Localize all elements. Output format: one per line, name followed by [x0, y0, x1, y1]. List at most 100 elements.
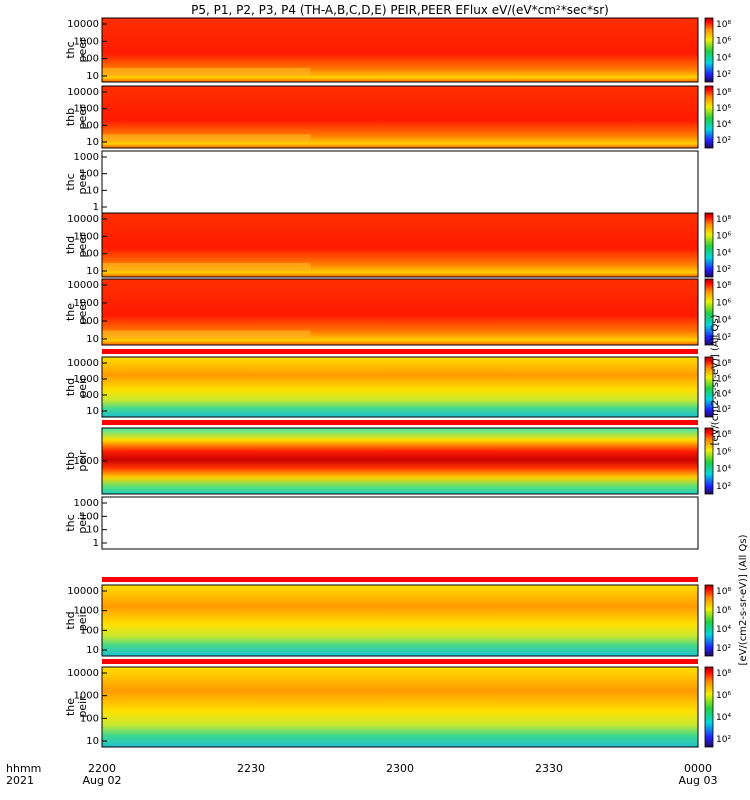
- colorbar-scale: [704, 85, 714, 149]
- y-tick-label: 10000: [67, 668, 99, 679]
- panel-frame: [101, 212, 699, 278]
- panel-frame: [101, 150, 699, 214]
- x-tick-date-aug03: Aug 03: [679, 774, 718, 787]
- colorbar: 10⁸ 10⁶ 10⁴ 10²: [704, 85, 731, 149]
- colorbar-tick-label: 10⁶: [716, 691, 731, 701]
- x-tick-date-aug02: Aug 02: [83, 774, 122, 787]
- panel-probe-label: thc: [64, 41, 77, 58]
- low-energy-band: [102, 67, 311, 76]
- panel-product-label: peir: [76, 450, 89, 472]
- panel-product-label: peer: [76, 169, 89, 195]
- colorbar-scale: [704, 356, 714, 418]
- panel-frame: [101, 278, 699, 346]
- colorbar-tick-label: 10²: [716, 70, 731, 80]
- colorbar-tick-label: 10⁶: [716, 232, 731, 242]
- y-tick-label: 1000: [74, 691, 99, 702]
- y-tick-label: 10: [86, 185, 99, 196]
- y-tick-label: 10: [86, 406, 99, 417]
- y-tick-label: 10: [86, 645, 99, 656]
- colorbar-scale: [704, 212, 714, 278]
- panel-10: the peir 10000 1000 100 10 10⁸ 10⁶ 10⁴ 10²: [64, 659, 731, 748]
- panel-product-label: peer: [76, 37, 89, 63]
- panel-4: thd peer 10000 1000 100 10 10⁸ 10⁶ 10⁴ 10²: [64, 212, 731, 278]
- y-tick-label: 10000: [67, 280, 99, 291]
- y-tick-label: 10: [86, 736, 99, 747]
- y-tick-label: 1: [93, 538, 99, 549]
- y-tick-label: 10: [86, 266, 99, 277]
- y-tick-label: 1000: [74, 498, 99, 509]
- colorbar-tick-label: 10²: [716, 136, 731, 146]
- colorbar-tick-label: 10⁴: [716, 713, 731, 723]
- colorbar-tick-label: 10⁴: [716, 465, 731, 475]
- y-tick-label: 10000: [67, 358, 99, 369]
- panel-frame: [101, 496, 699, 550]
- colorbar-tick-label: 10⁸: [716, 88, 731, 98]
- colorbar-tick-label: 10²: [716, 333, 731, 343]
- x-tick-label-2230: 2230: [237, 762, 265, 775]
- x-tick-label-2300: 2300: [386, 762, 414, 775]
- y-tick-label: 1000: [74, 606, 99, 617]
- panel-5: the peer 10000 1000 100 10 10⁸ 10⁶ 10⁴ 10²: [64, 278, 731, 346]
- colorbar-tick-label: 10⁴: [716, 390, 731, 400]
- colorbar-label-peir: [eV/(cm2-s-sr-eV)] (All Qs): [738, 534, 749, 665]
- y-tick-label: 10000: [67, 87, 99, 98]
- y-tick-label: 100: [80, 120, 99, 131]
- panel-product-label: peer: [76, 104, 89, 130]
- fill-value-strip: [102, 577, 698, 582]
- colorbar: 10⁸ 10⁶ 10⁴ 10²: [704, 666, 731, 748]
- colorbar-tick-label: 10⁸: [716, 20, 731, 30]
- panel-1: thc peer 10000 1000 100 10 10⁸ 10⁶ 10⁴ 10²: [64, 17, 731, 83]
- chart-title: P5, P1, P2, P3, P4 (TH-A,B,C,D,E) PEIR,P…: [191, 3, 609, 17]
- colorbar-scale: [704, 427, 714, 495]
- panel-probe-label: the: [64, 698, 77, 716]
- y-tick-label: 1000: [74, 231, 99, 242]
- spectrogram-fill: [102, 357, 698, 417]
- y-tick-label: 10000: [67, 19, 99, 30]
- y-tick-label: 1000: [74, 298, 99, 309]
- panel-probe-label: thc: [64, 173, 77, 190]
- colorbar-tick-label: 10⁴: [716, 248, 731, 258]
- y-tick-label: 100: [80, 54, 99, 65]
- colorbar-tick-label: 10⁸: [716, 587, 731, 597]
- spectrogram-fill: [102, 585, 698, 656]
- low-energy-band: [102, 330, 311, 339]
- panel-9: thd peir 10000 1000 100 10 10⁸ 10⁶ 10⁴ 10²: [64, 577, 731, 657]
- colorbar-tick-label: 10²: [716, 644, 731, 654]
- x-axis: hhmm 2021 2200 2230 2300 2330 0000 Aug 0…: [6, 762, 717, 787]
- colorbar-tick-label: 10⁸: [716, 359, 731, 369]
- y-tick-label: 100: [80, 169, 99, 180]
- x-axis-label-hhmm: hhmm: [6, 762, 41, 775]
- panel-2: thb peer 10000 1000 100 10 10⁸ 10⁶ 10⁴ 10²: [64, 85, 731, 149]
- panel-3: thc peer 1000 100 10 1: [64, 150, 699, 214]
- colorbar: 10⁸ 10⁶ 10⁴ 10²: [704, 356, 731, 418]
- panel-frame: [101, 17, 699, 83]
- colorbar-tick-label: 10²: [716, 265, 731, 275]
- colorbar-tick-label: 10²: [716, 735, 731, 745]
- x-tick-label-0000: 0000: [684, 762, 712, 775]
- panel-8: thc peir 1000 100 10 1: [64, 496, 699, 550]
- y-tick-label: 1000: [74, 104, 99, 115]
- colorbar-tick-label: 10⁸: [716, 281, 731, 291]
- panel-probe-label: thc: [64, 514, 77, 531]
- panel-frame: [101, 356, 699, 418]
- panel-probe-label: thb: [64, 108, 77, 126]
- x-axis-label-year: 2021: [6, 774, 34, 787]
- panel-probe-label: thb: [64, 452, 77, 470]
- panel-frame: [101, 666, 699, 748]
- colorbar: 10⁸ 10⁶ 10⁴ 10²: [704, 17, 731, 83]
- colorbar-tick-label: 10⁶: [716, 37, 731, 47]
- panel-product-label: peir: [76, 376, 89, 398]
- y-tick-label: 10000: [67, 214, 99, 225]
- panel-frame: [101, 85, 699, 149]
- spectrogram-fill: [102, 428, 698, 494]
- y-tick-label: 100: [80, 713, 99, 724]
- colorbar-tick-label: 10⁸: [716, 430, 731, 440]
- colorbar-tick-label: 10⁶: [716, 447, 731, 457]
- y-tick-label: 1000: [74, 36, 99, 47]
- y-tick-label: 10000: [67, 586, 99, 597]
- fill-value-strip: [102, 349, 698, 354]
- panel-probe-label: thd: [64, 236, 77, 254]
- y-tick-label: 10: [86, 71, 99, 82]
- colorbar-tick-label: 10⁸: [716, 215, 731, 225]
